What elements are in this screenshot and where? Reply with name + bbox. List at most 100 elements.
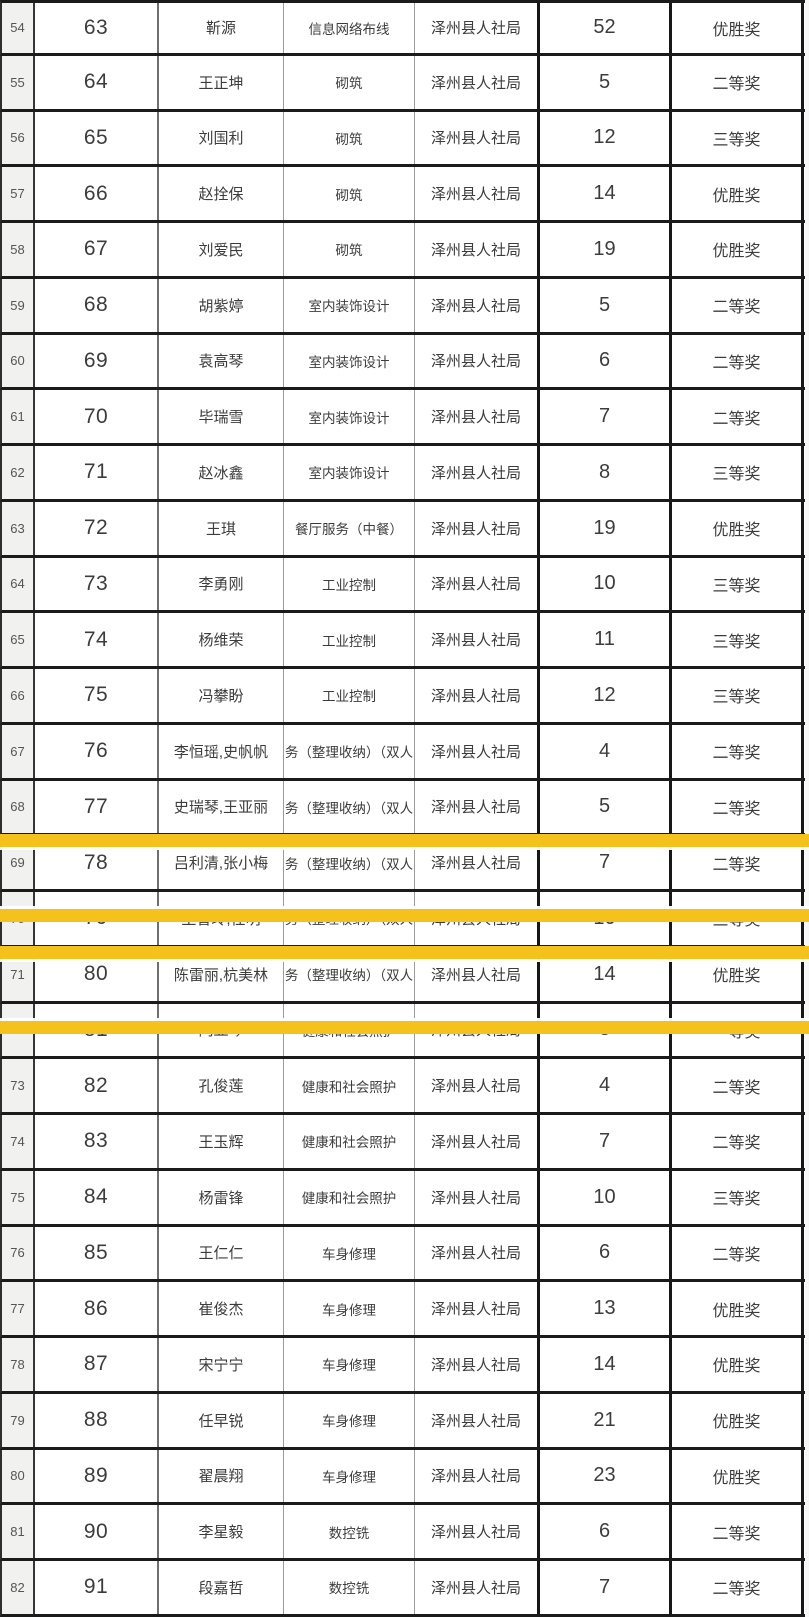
table-row: 82 91 段嘉哲 数控铣 泽州县人社局 7 二等奖 — [0, 1561, 805, 1617]
skill-cell: 砌筑 — [284, 223, 415, 276]
name-cell: 孔俊莲 — [159, 1059, 284, 1112]
entry-number-cell: 87 — [35, 1338, 159, 1391]
entry-number-cell: 70 — [35, 390, 159, 443]
award-cell: 二等奖 — [672, 1115, 804, 1168]
award-cell: 三等奖 — [672, 669, 804, 722]
entry-number-cell: 84 — [35, 1170, 159, 1224]
score-cell: 5 — [540, 780, 672, 834]
organization-cell: 泽州县人社局 — [415, 167, 540, 220]
skill-cell: 室内装饰设计 — [284, 278, 415, 332]
name-cell: 赵拴保 — [159, 167, 284, 220]
name-cell: 靳源 — [159, 3, 284, 53]
organization-cell: 泽州县人社局 — [415, 1003, 540, 1057]
score-cell: 5 — [540, 278, 672, 332]
entry-number-cell: 73 — [35, 557, 159, 611]
entry-number-cell: 90 — [35, 1505, 159, 1558]
organization-cell: 泽州县人社局 — [415, 724, 540, 778]
name-cell: 崔俊杰 — [159, 1282, 284, 1335]
row-index-cell: 57 — [2, 167, 35, 220]
award-cell: 优胜奖 — [672, 223, 804, 276]
entry-number-cell: 81 — [35, 1003, 159, 1057]
row-index-cell: 55 — [2, 55, 35, 109]
name-cell: 王香玲,任明 — [159, 892, 284, 945]
name-cell: 赵冰鑫 — [159, 446, 284, 499]
skill-cell: 务（整理收纳）（双人 — [284, 780, 415, 834]
award-cell: 三等奖 — [672, 1170, 804, 1224]
score-cell: 23 — [540, 1449, 672, 1503]
skill-cell: 务（整理收纳）（双人 — [284, 947, 415, 1001]
award-cell: 优胜奖 — [672, 167, 804, 220]
table-row: 78 87 宋宁宁 车身修理 泽州县人社局 14 优胜奖 — [0, 1338, 805, 1394]
name-cell: 吕利清,张小梅 — [159, 836, 284, 889]
skill-cell: 信息网络布线 — [284, 3, 415, 53]
entry-number-cell: 89 — [35, 1449, 159, 1503]
table-row: 66 75 冯攀盼 工业控制 泽州县人社局 12 三等奖 — [0, 669, 805, 725]
table-row: 60 69 袁高琴 室内装饰设计 泽州县人社局 6 二等奖 — [0, 334, 805, 391]
table-row: 74 83 王玉辉 健康和社会照护 泽州县人社局 7 二等奖 — [0, 1115, 805, 1171]
row-index-cell: 66 — [2, 669, 35, 722]
organization-cell: 泽州县人社局 — [415, 892, 540, 945]
name-cell: 胡紫婷 — [159, 278, 284, 332]
name-cell: 陈雷丽,杭美林 — [159, 947, 284, 1001]
entry-number-cell: 65 — [35, 111, 159, 165]
row-index-cell: 56 — [2, 111, 35, 165]
organization-cell: 泽州县人社局 — [415, 1226, 540, 1280]
organization-cell: 泽州县人社局 — [415, 1115, 540, 1168]
organization-cell: 泽州县人社局 — [415, 1561, 540, 1614]
organization-cell: 泽州县人社局 — [415, 446, 540, 499]
name-cell: 王琪 — [159, 501, 284, 555]
organization-cell: 泽州县人社局 — [415, 836, 540, 889]
award-cell: 优胜奖 — [672, 1282, 804, 1335]
award-cell: 三等奖 — [672, 446, 804, 499]
name-cell: 毕瑞雪 — [159, 390, 284, 443]
table-row: 77 86 崔俊杰 车身修理 泽州县人社局 13 优胜奖 — [0, 1282, 805, 1338]
entry-number-cell: 76 — [35, 724, 159, 778]
table-row: 79 88 任早锐 车身修理 泽州县人社局 21 优胜奖 — [0, 1393, 805, 1450]
table-row: 63 72 王琪 餐厅服务（中餐） 泽州县人社局 19 优胜奖 — [0, 501, 805, 558]
name-cell: 刘国利 — [159, 111, 284, 165]
organization-cell: 泽州县人社局 — [415, 1338, 540, 1391]
row-index-cell: 59 — [2, 278, 35, 332]
award-cell: 二等奖 — [672, 1505, 804, 1558]
score-cell: 19 — [540, 223, 672, 276]
row-index-cell: 54 — [2, 3, 35, 53]
skill-cell: 砌筑 — [284, 55, 415, 109]
row-index-cell: 60 — [2, 334, 35, 388]
entry-number-cell: 83 — [35, 1115, 159, 1168]
skill-cell: 砌筑 — [284, 167, 415, 220]
award-cell: 二等奖 — [672, 334, 804, 388]
name-cell: 杨维荣 — [159, 613, 284, 666]
score-cell: 5 — [540, 55, 672, 109]
organization-cell: 泽州县人社局 — [415, 557, 540, 611]
organization-cell: 泽州县人社局 — [415, 1505, 540, 1558]
table-row: 71 80 陈雷丽,杭美林 务（整理收纳）（双人 泽州县人社局 14 优胜奖 — [0, 947, 805, 1004]
name-cell: 史瑞琴,王亚丽 — [159, 780, 284, 834]
score-cell: 11 — [540, 613, 672, 666]
row-index-cell: 82 — [2, 1561, 35, 1614]
table-row: 72 81 闫亚琴 健康和社会照护 泽州县人社局 3 一等奖 — [0, 1003, 805, 1060]
entry-number-cell: 68 — [35, 278, 159, 332]
score-cell: 13 — [540, 1282, 672, 1335]
entry-number-cell: 64 — [35, 55, 159, 109]
score-cell: 6 — [540, 334, 672, 388]
skill-cell: 餐厅服务（中餐） — [284, 501, 415, 555]
skill-cell: 砌筑 — [284, 111, 415, 165]
row-index-cell: 69 — [2, 836, 35, 889]
score-cell: 7 — [540, 1561, 672, 1614]
entry-number-cell: 85 — [35, 1226, 159, 1280]
row-index-cell: 64 — [2, 557, 35, 611]
organization-cell: 泽州县人社局 — [415, 947, 540, 1001]
organization-cell: 泽州县人社局 — [415, 55, 540, 109]
award-cell: 三等奖 — [672, 111, 804, 165]
organization-cell: 泽州县人社局 — [415, 390, 540, 443]
score-cell: 52 — [540, 3, 672, 53]
name-cell: 王玉辉 — [159, 1115, 284, 1168]
organization-cell: 泽州县人社局 — [415, 669, 540, 722]
organization-cell: 泽州县人社局 — [415, 278, 540, 332]
name-cell: 闫亚琴 — [159, 1003, 284, 1057]
score-cell: 14 — [540, 1338, 672, 1391]
name-cell: 李勇刚 — [159, 557, 284, 611]
row-index-cell: 73 — [2, 1059, 35, 1112]
table-row: 81 90 李星毅 数控铣 泽州县人社局 6 二等奖 — [0, 1505, 805, 1561]
